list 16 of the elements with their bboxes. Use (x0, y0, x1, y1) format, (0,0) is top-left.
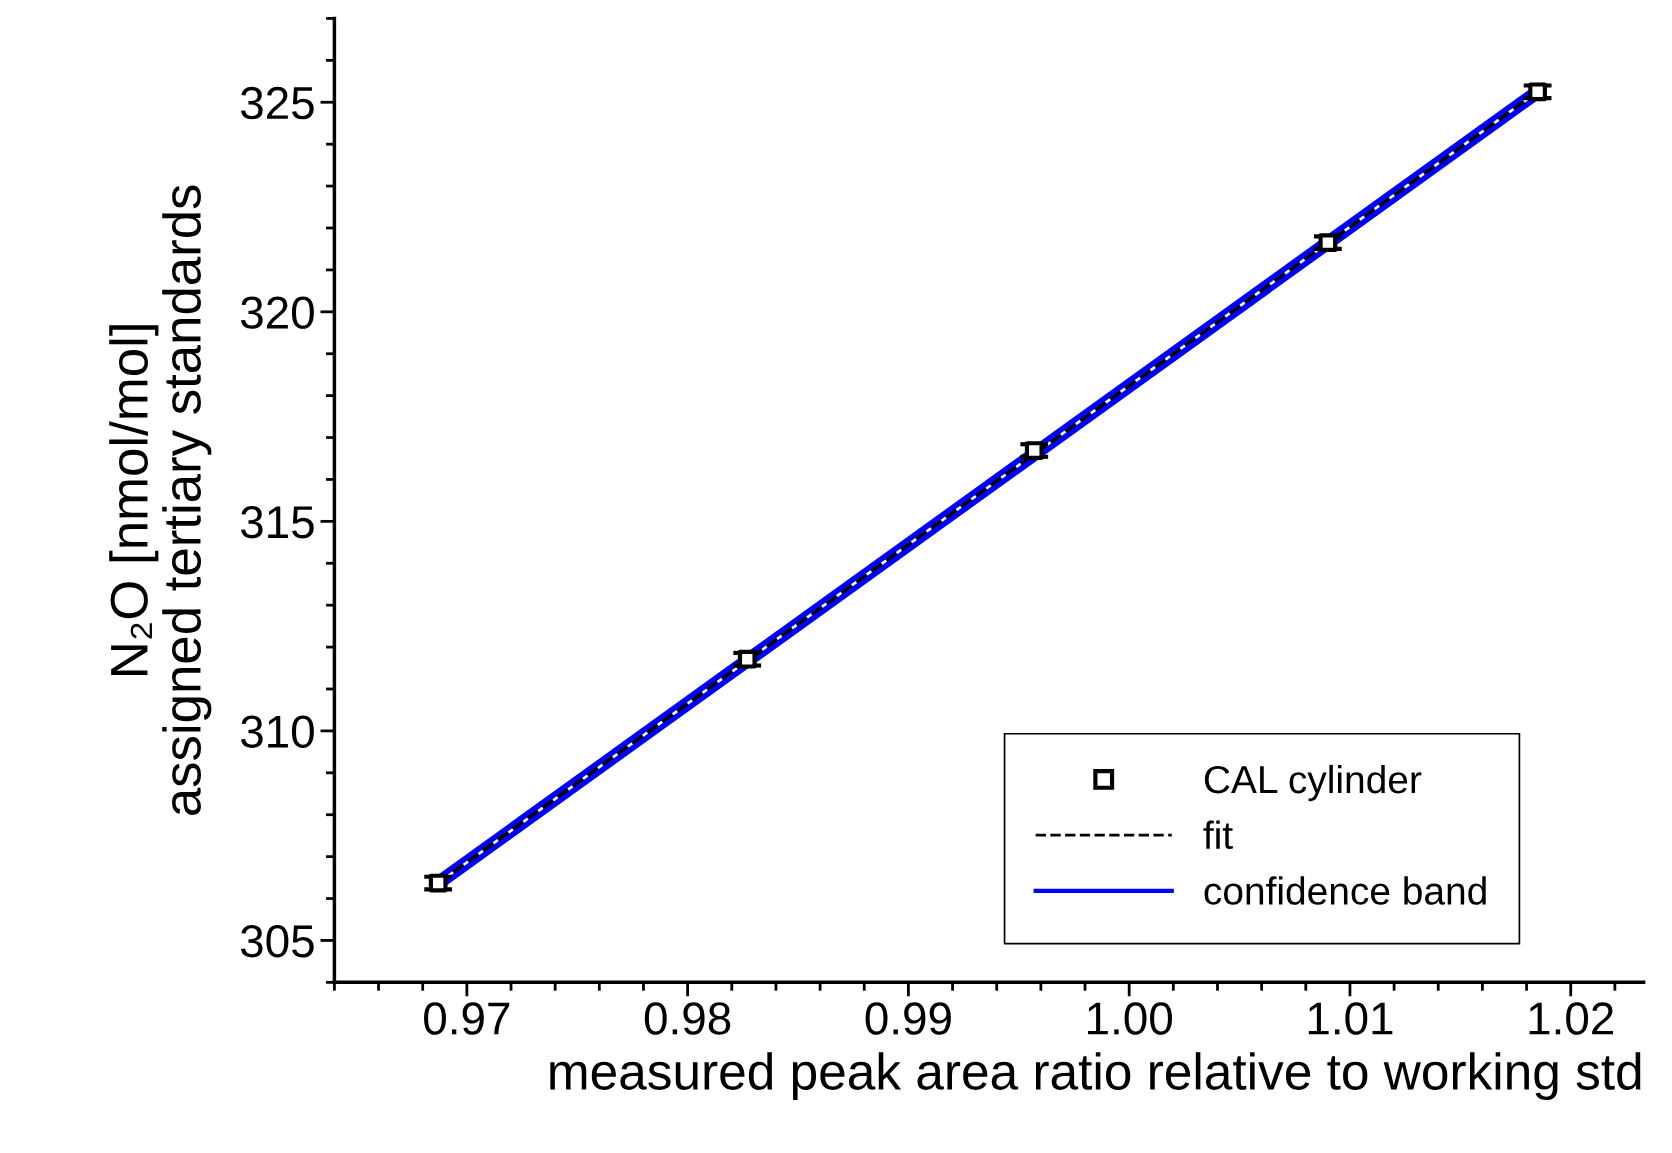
legend-label: CAL cylinder (1204, 764, 1422, 802)
x-tick-label: 1.01 (1308, 1002, 1393, 1035)
x-tick-label: 0.99 (865, 1002, 951, 1035)
x-tick-label: 0.98 (644, 1002, 731, 1035)
x-tick-label: 0.97 (424, 1002, 510, 1035)
x-axis-title: measured peak area ratio relative to working std (550, 1052, 1641, 1101)
y-tick-label: 305 (240, 925, 314, 958)
y-tick-label: 315 (240, 505, 314, 539)
legend-label: confidence band (1204, 876, 1486, 905)
x-tick-label: 1.00 (1088, 1002, 1172, 1035)
x-tick-label: 1.02 (1529, 1002, 1614, 1035)
y-tick-label: 310 (240, 715, 314, 748)
y-tick-label: 325 (240, 86, 314, 120)
y-tick-label: 320 (240, 296, 314, 329)
y-axis-title: N₂O [nmol/mol] assigned tertiary standards (109, 185, 212, 815)
legend-label: fit (1203, 820, 1233, 850)
